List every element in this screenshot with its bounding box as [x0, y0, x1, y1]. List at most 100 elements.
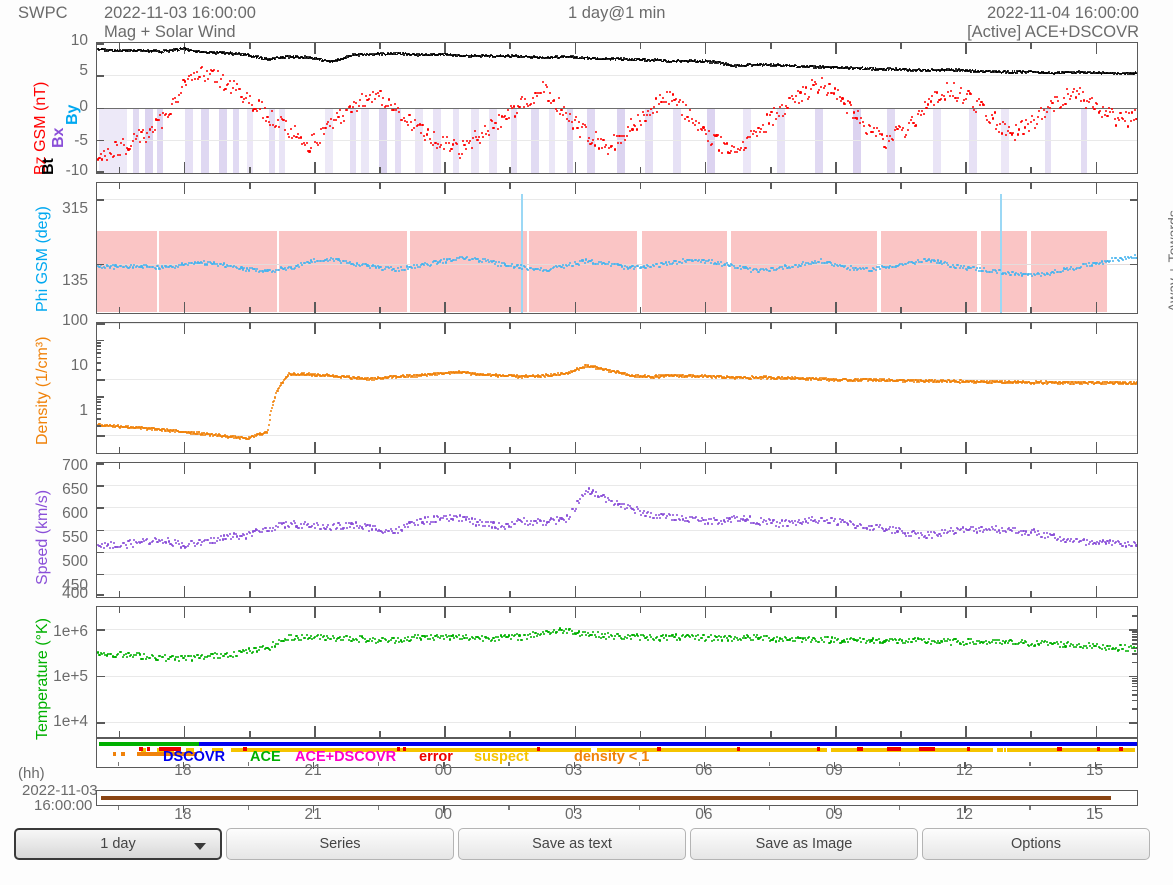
- data-point: [977, 269, 980, 273]
- data-point: [403, 54, 406, 56]
- data-point: [989, 70, 991, 72]
- panel-density[interactable]: [96, 322, 1138, 454]
- y-tick: [97, 107, 104, 110]
- data-point: [528, 522, 531, 525]
- data-point: [247, 269, 250, 272]
- data-point: [937, 68, 939, 71]
- data-point: [172, 50, 175, 53]
- data-point: [224, 87, 227, 91]
- data-point: [416, 52, 419, 55]
- data-point: [567, 119, 570, 122]
- data-point: [644, 119, 647, 122]
- data-point: [215, 80, 218, 84]
- data-point: [837, 89, 840, 92]
- data-point: [805, 66, 807, 69]
- data-point: [864, 132, 867, 135]
- data-point: [984, 71, 986, 73]
- data-point: [224, 537, 227, 540]
- data-point: [262, 116, 265, 119]
- data-point: [460, 520, 463, 523]
- data-point: [270, 407, 273, 410]
- data-point: [128, 48, 130, 51]
- data-point: [746, 63, 749, 66]
- data-point: [139, 50, 142, 53]
- data-point: [498, 55, 501, 57]
- data-point: [438, 145, 441, 148]
- data-point: [540, 519, 543, 523]
- data-point: [136, 135, 139, 138]
- data-point: [582, 495, 585, 498]
- data-point: [1058, 70, 1061, 73]
- data-point: [1021, 119, 1024, 122]
- data-point: [1089, 97, 1092, 100]
- data-point: [107, 543, 110, 546]
- data-point: [875, 68, 878, 71]
- data-point: [795, 64, 797, 67]
- data-point: [561, 54, 563, 57]
- data-point: [643, 57, 645, 60]
- data-point: [331, 126, 334, 129]
- data-point: [511, 106, 514, 109]
- data-point: [168, 114, 171, 117]
- data-point: [370, 101, 373, 104]
- data-point: [534, 92, 537, 95]
- data-point: [1129, 71, 1132, 74]
- data-point: [622, 503, 625, 506]
- panel-speed[interactable]: [96, 462, 1138, 598]
- data-point: [483, 54, 485, 57]
- data-point: [1118, 73, 1121, 76]
- data-point: [456, 54, 459, 57]
- data-point: [787, 97, 790, 100]
- data-point: [1123, 119, 1126, 122]
- data-point: [1097, 72, 1100, 74]
- data-point: [267, 58, 269, 61]
- data-point: [977, 98, 980, 101]
- data-point: [860, 116, 863, 119]
- towards-sector-band: [97, 231, 157, 312]
- data-point: [1055, 72, 1057, 75]
- data-point: [824, 84, 827, 88]
- data-point: [596, 137, 599, 140]
- data-point: [431, 520, 434, 523]
- data-point: [689, 108, 692, 111]
- data-point: [265, 120, 268, 123]
- start-time-label: 2022-11-03 16:00:00: [104, 4, 256, 22]
- data-point: [887, 139, 890, 142]
- data-point: [280, 57, 282, 60]
- data-point: [493, 121, 496, 124]
- data-point: [516, 55, 519, 57]
- data-point: [658, 94, 662, 97]
- ytick-label-bz-m10: -10: [65, 162, 88, 179]
- data-point: [433, 53, 436, 55]
- data-point: [133, 48, 135, 51]
- data-point: [779, 106, 782, 109]
- data-point: [458, 54, 461, 56]
- data-point: [126, 546, 129, 550]
- data-point: [1075, 72, 1078, 74]
- data-point: [246, 532, 249, 535]
- data-point: [220, 77, 223, 80]
- data-point: [248, 54, 251, 57]
- data-point: [175, 541, 178, 545]
- data-point: [489, 521, 492, 524]
- data-point: [960, 68, 963, 71]
- data-point: [472, 522, 475, 525]
- data-point: [961, 101, 964, 104]
- data-point: [676, 103, 679, 106]
- panel-phi[interactable]: [96, 182, 1138, 314]
- towards-sector-band: [279, 231, 407, 312]
- data-point: [700, 128, 704, 131]
- data-point: [761, 63, 763, 66]
- data-point: [877, 130, 880, 133]
- data-point: [271, 404, 274, 407]
- data-point: [926, 103, 929, 106]
- data-point: [137, 129, 140, 132]
- time-span-label: 1 day@1 min: [568, 4, 666, 22]
- data-point: [454, 258, 457, 262]
- data-point: [349, 105, 352, 108]
- panel-bz-bt[interactable]: [96, 42, 1138, 174]
- data-point: [196, 541, 200, 544]
- data-point: [223, 51, 225, 54]
- data-point: [809, 519, 812, 522]
- data-point: [694, 59, 697, 61]
